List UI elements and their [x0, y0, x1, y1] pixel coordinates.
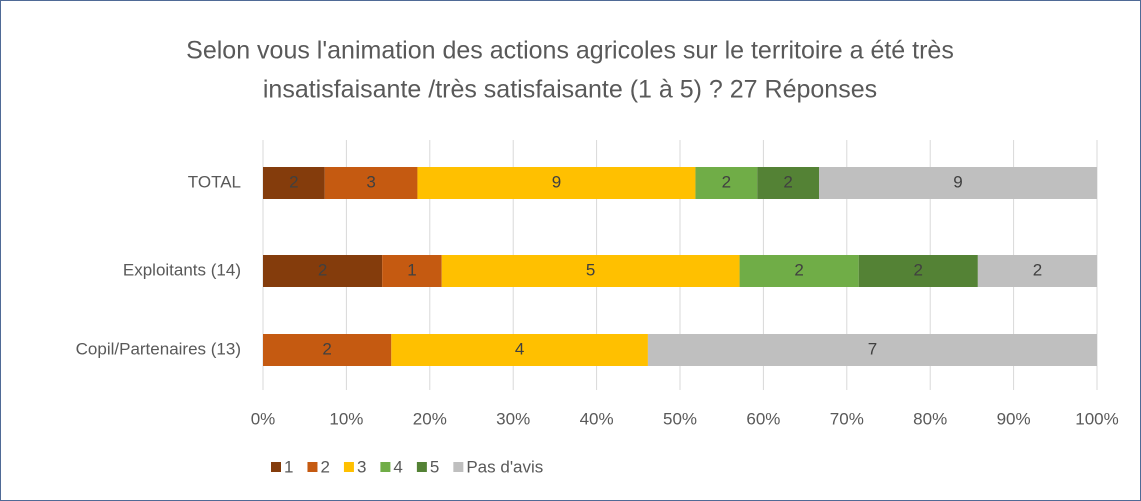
legend-swatch: [307, 462, 318, 472]
x-tick-label: 60%: [746, 409, 780, 428]
data-label: 3: [366, 172, 375, 191]
data-label: 4: [515, 339, 524, 358]
data-label: 2: [1033, 260, 1042, 279]
legend-swatch: [271, 462, 281, 472]
data-label: 5: [586, 260, 595, 279]
legend-label: 4: [393, 457, 402, 476]
x-tick-label: 50%: [663, 409, 697, 428]
data-label: 9: [552, 172, 561, 191]
x-tick-label: 100%: [1075, 409, 1118, 428]
data-label: 2: [289, 172, 298, 191]
data-label: 7: [868, 339, 877, 358]
chart-title: Selon vous l'animation des actions agric…: [186, 37, 954, 65]
legend-swatch: [453, 462, 464, 472]
bar-segment: [647, 334, 1097, 366]
bar-segment: [819, 167, 1097, 199]
bar-segment: [858, 255, 978, 287]
legend-label: Pas d'avis: [466, 457, 543, 476]
bar-segment: [695, 167, 758, 199]
x-tick-label: 40%: [580, 409, 614, 428]
legend-label: 1: [284, 457, 293, 476]
chart-title: insatisfaisante /très satisfaisante (1 à…: [263, 76, 877, 104]
legend-label: 3: [357, 457, 366, 476]
bar-segment: [441, 255, 740, 287]
y-tick-label: TOTAL: [188, 172, 241, 191]
legend-label: 5: [430, 457, 439, 476]
legend-swatch: [343, 462, 354, 472]
bar-segment: [324, 167, 418, 199]
data-label: 2: [322, 339, 331, 358]
data-label: 2: [318, 260, 327, 279]
x-tick-label: 20%: [413, 409, 447, 428]
data-label: 1: [407, 260, 416, 279]
bar-segment: [739, 255, 859, 287]
x-tick-label: 70%: [830, 409, 864, 428]
data-label: 9: [953, 172, 962, 191]
y-tick-label: Copil/Partenaires (13): [76, 339, 241, 358]
x-tick-label: 0%: [251, 409, 276, 428]
y-tick-label: Exploitants (14): [123, 260, 241, 279]
bar-segment: [263, 334, 392, 366]
bar-segment: [382, 255, 442, 287]
legend-swatch: [380, 462, 391, 472]
x-tick-label: 30%: [496, 409, 530, 428]
bar-segment: [977, 255, 1097, 287]
x-tick-label: 80%: [913, 409, 947, 428]
x-tick-label: 90%: [997, 409, 1031, 428]
data-label: 2: [914, 260, 923, 279]
bar-segment: [417, 167, 696, 199]
bar-segment: [263, 255, 383, 287]
data-label: 2: [794, 260, 803, 279]
bar-segment: [391, 334, 648, 366]
data-label: 2: [722, 172, 731, 191]
legend-label: 2: [320, 457, 329, 476]
legend-swatch: [416, 462, 427, 472]
data-label: 2: [783, 172, 792, 191]
x-tick-label: 10%: [329, 409, 363, 428]
bar-segment: [757, 167, 819, 199]
bar-segment: [263, 167, 325, 199]
